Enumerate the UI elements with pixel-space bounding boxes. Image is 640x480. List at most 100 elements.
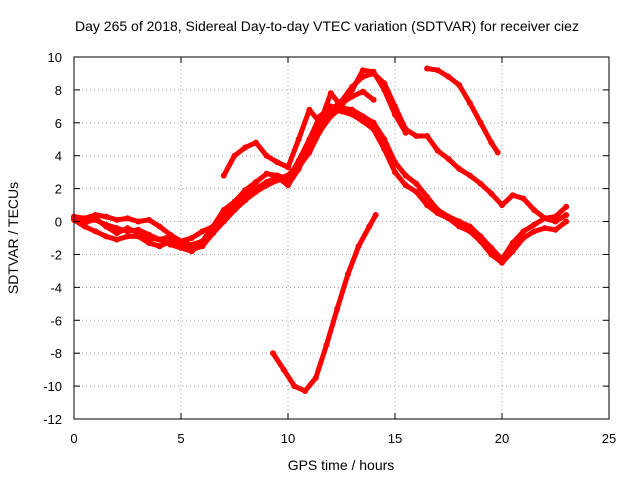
data-point xyxy=(494,149,501,156)
series-line xyxy=(71,71,569,254)
y-tick-label: 0 xyxy=(55,215,62,230)
data-point xyxy=(113,216,120,223)
data-point xyxy=(124,233,131,240)
data-point xyxy=(520,195,527,202)
y-axis-label: SDTVAR / TECUs xyxy=(5,182,21,294)
data-point xyxy=(552,218,559,225)
data-point xyxy=(252,179,259,186)
x-tick-label: 20 xyxy=(495,431,509,446)
data-point xyxy=(145,216,152,223)
data-point xyxy=(295,136,302,143)
y-tick-label: 8 xyxy=(55,83,62,98)
data-point xyxy=(477,180,484,187)
data-point xyxy=(381,86,388,93)
data-point xyxy=(242,187,249,194)
data-point xyxy=(509,248,516,255)
data-point xyxy=(434,210,441,217)
data-point xyxy=(477,119,484,126)
data-point xyxy=(424,202,431,209)
y-tick-label: 4 xyxy=(55,149,62,164)
x-tick-label: 15 xyxy=(388,431,402,446)
data-point xyxy=(349,111,356,118)
data-point xyxy=(306,149,313,156)
series-layer xyxy=(71,65,570,394)
data-point xyxy=(402,172,409,179)
data-point xyxy=(323,342,330,348)
data-point xyxy=(242,197,249,204)
data-point xyxy=(178,239,184,246)
data-point xyxy=(285,164,291,171)
data-point xyxy=(306,136,313,143)
data-point xyxy=(92,228,99,235)
data-point xyxy=(466,228,473,235)
x-axis-label: GPS time / hours xyxy=(288,457,395,473)
x-tick-label: 10 xyxy=(281,431,295,446)
data-point xyxy=(434,147,441,154)
data-point xyxy=(563,212,570,218)
data-point xyxy=(359,118,366,125)
data-point xyxy=(270,350,276,357)
data-point xyxy=(263,182,270,189)
data-point xyxy=(349,86,356,93)
data-point xyxy=(413,180,420,187)
data-point xyxy=(295,157,302,164)
y-tick-label: -8 xyxy=(50,346,62,361)
data-point xyxy=(499,202,505,209)
y-tick-label: -4 xyxy=(50,280,62,295)
data-point xyxy=(252,139,259,146)
data-point xyxy=(306,106,313,113)
data-point xyxy=(349,106,356,113)
data-point xyxy=(156,223,163,230)
data-point xyxy=(338,103,345,110)
data-point xyxy=(242,144,249,151)
y-tick-label: -12 xyxy=(43,412,62,427)
data-point xyxy=(466,100,473,107)
data-point xyxy=(488,139,495,146)
data-point xyxy=(370,119,377,126)
axis-ticks: 0 5 10 15 20 25 -12 -10 -8 -6 -4 -2 0 2 4 6 8 10 xyxy=(43,50,616,446)
data-point xyxy=(445,73,452,80)
data-point xyxy=(402,182,409,189)
data-point xyxy=(456,82,463,88)
data-point xyxy=(477,238,484,245)
y-tick-label: 2 xyxy=(55,182,62,197)
data-point xyxy=(302,388,309,394)
data-point xyxy=(344,271,351,278)
data-point xyxy=(113,230,120,237)
data-point xyxy=(124,215,131,222)
x-tick-label: 25 xyxy=(602,431,616,446)
data-point xyxy=(312,374,319,381)
data-point xyxy=(392,169,398,176)
data-point xyxy=(381,136,388,143)
data-point xyxy=(81,220,88,227)
data-point xyxy=(424,133,431,139)
data-point xyxy=(488,251,495,258)
data-point xyxy=(280,366,287,373)
series-track-7 xyxy=(424,65,501,156)
data-point xyxy=(466,172,473,179)
data-point xyxy=(103,213,110,220)
data-point xyxy=(274,159,281,166)
data-point xyxy=(563,218,570,225)
series-track-2 xyxy=(71,70,570,255)
chart-title: Day 265 of 2018, Sidereal Day-to-day VTE… xyxy=(75,18,579,34)
data-point xyxy=(188,235,195,241)
data-point xyxy=(199,243,206,250)
data-point xyxy=(263,170,270,177)
data-point xyxy=(327,90,334,97)
data-point xyxy=(338,108,345,115)
data-point xyxy=(509,192,516,199)
data-point xyxy=(317,128,324,134)
data-point xyxy=(355,243,362,250)
data-point xyxy=(210,223,217,230)
data-point xyxy=(285,182,291,189)
data-point xyxy=(231,207,238,213)
data-point xyxy=(231,152,238,159)
data-point xyxy=(199,238,206,245)
data-point xyxy=(263,152,270,159)
data-point xyxy=(252,188,259,195)
series-track-3 xyxy=(71,105,570,263)
data-point xyxy=(424,193,431,200)
data-point xyxy=(402,129,409,136)
